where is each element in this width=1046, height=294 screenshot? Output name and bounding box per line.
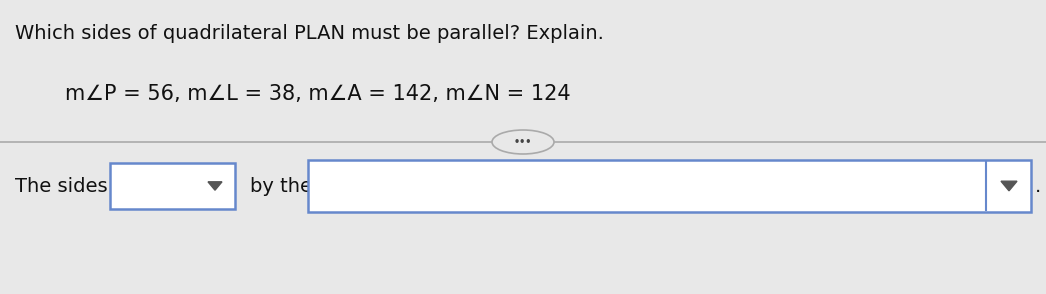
Text: by the: by the: [250, 176, 312, 196]
Text: •••: •••: [514, 137, 532, 147]
Text: .: .: [1034, 176, 1041, 196]
Text: The sides: The sides: [15, 176, 108, 196]
FancyBboxPatch shape: [308, 160, 1031, 212]
FancyBboxPatch shape: [110, 163, 235, 209]
Polygon shape: [208, 182, 222, 190]
Ellipse shape: [492, 130, 554, 154]
Text: m∠P = 56, m∠L = 38, m∠A = 142, m∠N = 124: m∠P = 56, m∠L = 38, m∠A = 142, m∠N = 124: [65, 84, 571, 104]
Polygon shape: [1001, 181, 1017, 191]
Text: Which sides of quadrilateral PLAN must be parallel? Explain.: Which sides of quadrilateral PLAN must b…: [15, 24, 604, 43]
